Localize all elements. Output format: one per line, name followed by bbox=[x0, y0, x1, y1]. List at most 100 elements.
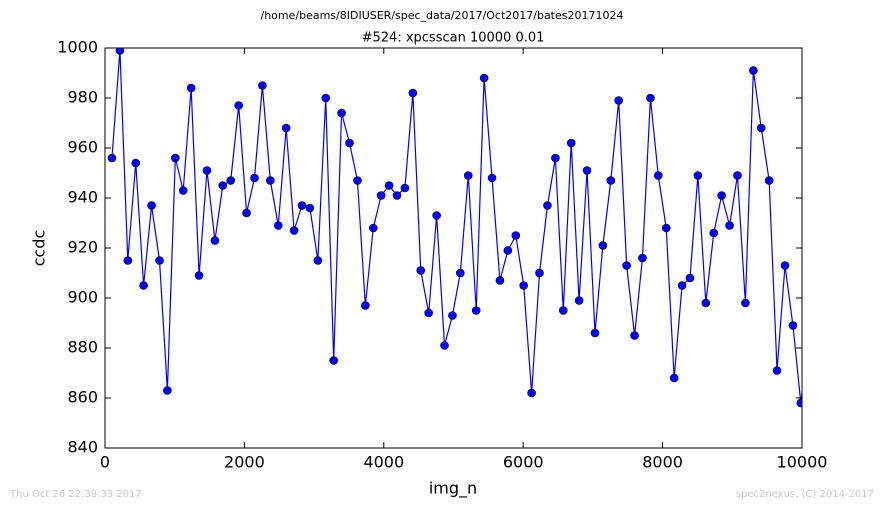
footer-credit: spec2nexus, (C) 2014-2017 bbox=[736, 489, 874, 500]
y-tick-label: 980 bbox=[67, 88, 98, 107]
data-point bbox=[788, 321, 798, 330]
data-point bbox=[527, 388, 536, 398]
data-point bbox=[416, 266, 426, 275]
data-point bbox=[131, 158, 141, 168]
data-point bbox=[669, 373, 679, 383]
data-point bbox=[155, 256, 164, 265]
data-point bbox=[408, 88, 418, 98]
y-tick-label: 860 bbox=[67, 388, 98, 407]
data-point bbox=[424, 308, 433, 318]
data-point bbox=[432, 211, 441, 220]
data-point bbox=[566, 138, 576, 148]
data-point bbox=[495, 276, 505, 285]
data-point bbox=[289, 226, 299, 235]
data-point bbox=[266, 176, 275, 185]
data-point bbox=[677, 281, 687, 290]
data-point bbox=[733, 171, 742, 180]
data-point bbox=[273, 221, 283, 230]
data-point bbox=[717, 191, 726, 200]
data-point bbox=[329, 356, 338, 365]
data-point bbox=[622, 261, 631, 270]
y-tick-label: 960 bbox=[67, 138, 98, 157]
x-tick-label: 2000 bbox=[224, 453, 265, 472]
data-point bbox=[368, 223, 378, 233]
y-tick-label: 940 bbox=[67, 188, 98, 207]
data-point bbox=[638, 253, 647, 263]
data-point bbox=[756, 123, 766, 133]
data-point bbox=[218, 181, 228, 190]
ticks: 0 2000 4000 6000 8000 10000 840 860 880 900 920 940… bbox=[57, 38, 827, 472]
data-point bbox=[313, 256, 323, 265]
data-point bbox=[614, 96, 623, 105]
data-point bbox=[535, 268, 544, 278]
data-point bbox=[551, 153, 560, 163]
data-point bbox=[606, 176, 616, 185]
suptitle: /home/beams/8IDIUSER/spec_data/2017/Oct2… bbox=[261, 9, 624, 22]
data-point bbox=[258, 81, 267, 90]
data-point bbox=[653, 171, 663, 180]
data-point bbox=[448, 311, 457, 320]
axes-frame bbox=[104, 47, 803, 449]
data-point bbox=[725, 221, 734, 230]
data-point bbox=[709, 228, 719, 238]
data-point bbox=[186, 83, 196, 93]
data-point bbox=[440, 341, 449, 350]
data-point bbox=[693, 171, 703, 180]
series-line bbox=[111, 50, 802, 404]
data-point bbox=[376, 191, 386, 200]
data-point bbox=[115, 48, 125, 55]
data-point bbox=[234, 101, 243, 110]
data-point bbox=[337, 108, 346, 118]
plot-area bbox=[107, 48, 813, 408]
y-tick-label: 880 bbox=[67, 338, 98, 357]
data-point bbox=[392, 191, 402, 200]
data-point bbox=[202, 166, 212, 175]
y-tick-label: 840 bbox=[67, 438, 98, 457]
x-tick-label: 8000 bbox=[642, 453, 683, 472]
data-point bbox=[345, 138, 354, 148]
data-point bbox=[194, 271, 204, 280]
data-point bbox=[582, 166, 592, 175]
data-point bbox=[163, 386, 172, 395]
data-point bbox=[543, 201, 552, 210]
data-point bbox=[281, 123, 291, 133]
data-point bbox=[471, 306, 481, 315]
data-point bbox=[749, 66, 758, 75]
data-point bbox=[479, 73, 489, 83]
data-point bbox=[353, 176, 362, 185]
data-point bbox=[558, 306, 568, 315]
data-point bbox=[805, 329, 813, 337]
data-point bbox=[701, 298, 711, 308]
data-point bbox=[685, 273, 695, 283]
data-point bbox=[511, 231, 521, 240]
data-point bbox=[519, 281, 528, 290]
x-tick-label: 4000 bbox=[363, 453, 404, 472]
data-point bbox=[487, 173, 497, 183]
y-tick-label: 1000 bbox=[57, 38, 98, 57]
data-point bbox=[250, 173, 259, 183]
data-point bbox=[598, 241, 608, 250]
y-tick-label: 900 bbox=[67, 288, 98, 307]
y-axis-label: ccdc bbox=[30, 230, 49, 267]
data-point bbox=[646, 93, 655, 103]
data-point bbox=[780, 261, 790, 270]
data-point bbox=[297, 201, 307, 210]
footer-date: Thu Oct 26 22:38:33 2017 bbox=[9, 489, 142, 500]
data-point bbox=[590, 328, 600, 338]
data-point bbox=[574, 296, 584, 305]
x-axis-label: img_n bbox=[429, 479, 477, 499]
data-point bbox=[384, 181, 394, 190]
data-point bbox=[463, 171, 473, 180]
x-tick-label: 6000 bbox=[503, 453, 544, 472]
data-point bbox=[630, 331, 639, 340]
data-point bbox=[107, 153, 117, 163]
data-point bbox=[796, 398, 802, 408]
x-tick-label: 10000 bbox=[777, 453, 828, 472]
data-point bbox=[178, 186, 188, 195]
chart-title: #524: xpcsscan 10000 0.01 bbox=[362, 31, 545, 46]
x-tick-label: 0 bbox=[100, 453, 110, 472]
data-point bbox=[171, 153, 180, 163]
data-point bbox=[361, 301, 370, 310]
data-point bbox=[226, 176, 236, 185]
